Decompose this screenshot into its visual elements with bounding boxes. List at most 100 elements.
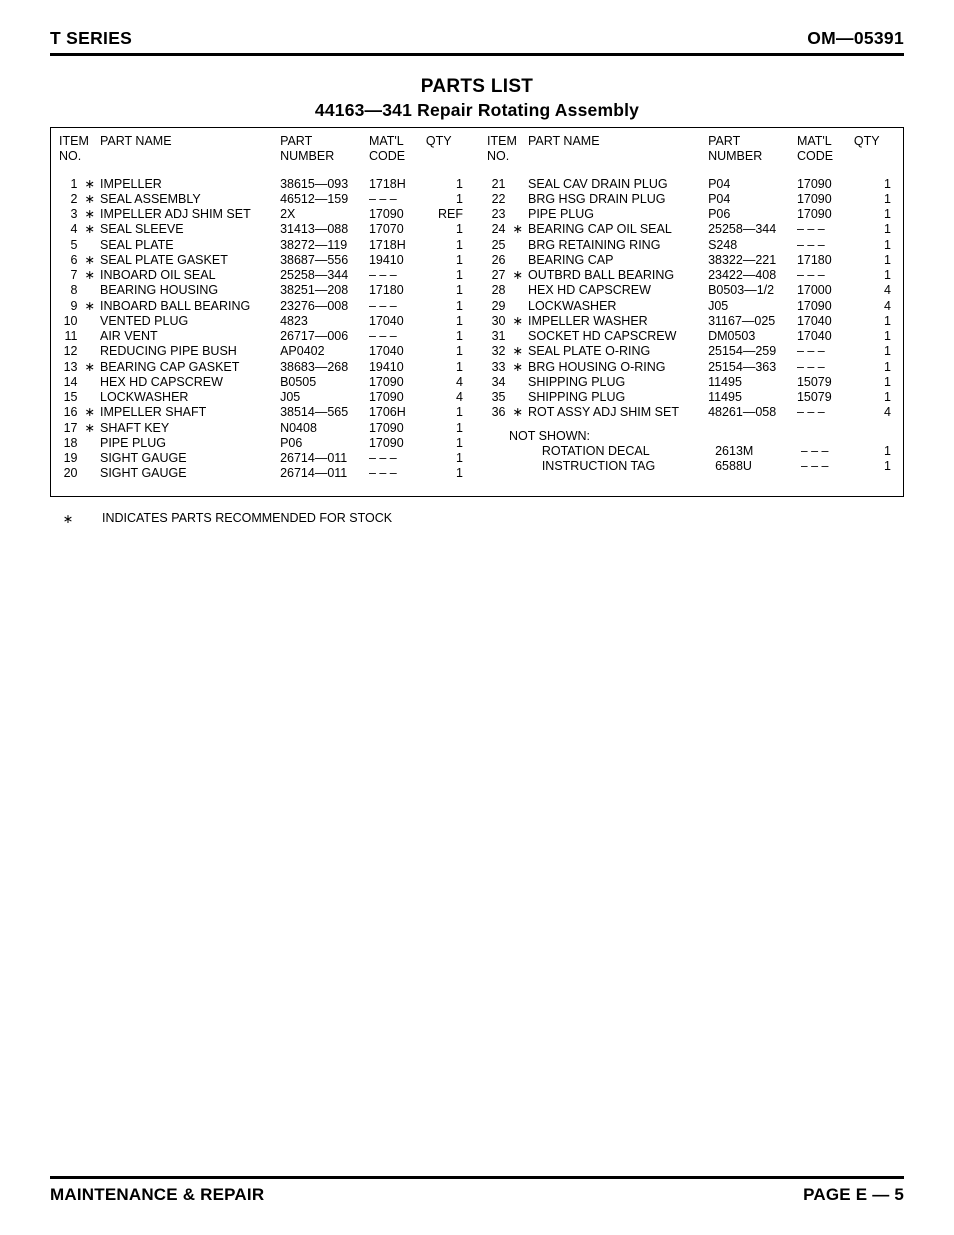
cell-star-icon xyxy=(508,238,529,253)
cell-qty: 1 xyxy=(854,329,895,344)
parts-column-right: ITEM NO. PART NAME PART NUMBER MAT'L COD… xyxy=(477,134,895,482)
cell-item: 12 xyxy=(59,344,80,359)
cell-matl: – – – xyxy=(369,299,426,314)
cell-matl: – – – xyxy=(797,222,854,237)
table-row: 2∗SEAL ASSEMBLY46512—159– – –1 xyxy=(59,192,467,207)
table-row: 14HEX HD CAPSCREWB0505170904 xyxy=(59,375,467,390)
table-row: 5SEAL PLATE38272—1191718H1 xyxy=(59,238,467,253)
cell-item: 14 xyxy=(59,375,80,390)
cell-item: 23 xyxy=(487,207,508,222)
cell-name: INBOARD BALL BEARING xyxy=(100,299,280,314)
cell-qty: 1 xyxy=(854,375,895,390)
table-row: 32∗SEAL PLATE O-RING25154—259– – –1 xyxy=(487,344,895,359)
cell-qty: 1 xyxy=(426,466,467,481)
cell-name: ROT ASSY ADJ SHIM SET xyxy=(528,405,708,420)
cell-name: PIPE PLUG xyxy=(528,207,708,222)
th-name: PART NAME xyxy=(528,134,708,177)
table-row: 17∗SHAFT KEYN0408170901 xyxy=(59,421,467,436)
cell-qty: 1 xyxy=(426,314,467,329)
cell-qty: 1 xyxy=(855,444,895,459)
th-part: PART NUMBER xyxy=(280,134,369,177)
cell-star-icon: ∗ xyxy=(508,268,529,283)
cell-qty: 1 xyxy=(854,268,895,283)
footnote: ∗ INDICATES PARTS RECOMMENDED FOR STOCK xyxy=(50,511,904,526)
cell-star-icon xyxy=(80,329,101,344)
cell-qty: 1 xyxy=(426,451,467,466)
table-row: 20SIGHT GAUGE26714—011– – –1 xyxy=(59,466,467,481)
th-matl: MAT'L CODE xyxy=(369,134,426,177)
table-row: 11AIR VENT26717—006– – –1 xyxy=(59,329,467,344)
cell-name: LOCKWASHER xyxy=(528,299,708,314)
cell-name: SHIPPING PLUG xyxy=(528,390,708,405)
cell-item: 6 xyxy=(59,253,80,268)
not-shown-label: NOT SHOWN: xyxy=(509,429,895,444)
cell-matl: 17180 xyxy=(369,283,426,298)
cell-name: INSTRUCTION TAG xyxy=(542,459,715,474)
cell-part: 38615—093 xyxy=(280,177,369,192)
table-row: 25BRG RETAINING RINGS248– – –1 xyxy=(487,238,895,253)
cell-matl: 17090 xyxy=(369,421,426,436)
cell-matl: 17040 xyxy=(797,329,854,344)
cell-matl: 17070 xyxy=(369,222,426,237)
cell-name: SEAL PLATE O-RING xyxy=(528,344,708,359)
cell-star-icon xyxy=(80,344,101,359)
table-row: 27∗OUTBRD BALL BEARING23422—408– – –1 xyxy=(487,268,895,283)
cell-matl: 17180 xyxy=(797,253,854,268)
footer-right: PAGE E — 5 xyxy=(803,1185,904,1205)
footnote-star-icon: ∗ xyxy=(58,511,78,526)
cell-part: AP0402 xyxy=(280,344,369,359)
cell-part: P06 xyxy=(708,207,797,222)
cell-name: BRG RETAINING RING xyxy=(528,238,708,253)
table-row: 4∗SEAL SLEEVE31413—088170701 xyxy=(59,222,467,237)
cell-name: BRG HSG DRAIN PLUG xyxy=(528,192,708,207)
cell-item: 10 xyxy=(59,314,80,329)
cell-part: 25154—363 xyxy=(708,360,797,375)
th-item: ITEM NO. xyxy=(59,134,100,177)
table-row: 18PIPE PLUGP06170901 xyxy=(59,436,467,451)
th-part: PART NUMBER xyxy=(708,134,797,177)
cell-item: 11 xyxy=(59,329,80,344)
cell-name: BEARING HOUSING xyxy=(100,283,280,298)
cell-name: ROTATION DECAL xyxy=(542,444,715,459)
cell-name: IMPELLER WASHER xyxy=(528,314,708,329)
cell-qty: 1 xyxy=(854,253,895,268)
cell-star-icon xyxy=(508,253,529,268)
cell-name: LOCKWASHER xyxy=(100,390,280,405)
parts-table-wrap: ITEM NO. PART NAME PART NUMBER MAT'L COD… xyxy=(50,127,904,497)
cell-matl: – – – xyxy=(369,466,426,481)
cell-item: 9 xyxy=(59,299,80,314)
cell-item: 36 xyxy=(487,405,508,420)
cell-matl: 15079 xyxy=(797,375,854,390)
cell-item: 35 xyxy=(487,390,508,405)
cell-name: PIPE PLUG xyxy=(100,436,280,451)
cell-part: 38514—565 xyxy=(280,405,369,420)
cell-part: 23276—008 xyxy=(280,299,369,314)
cell-matl: 15079 xyxy=(797,390,854,405)
table-row: 34SHIPPING PLUG11495150791 xyxy=(487,375,895,390)
cell-item: 28 xyxy=(487,283,508,298)
cell-qty: 1 xyxy=(426,405,467,420)
cell-name: OUTBRD BALL BEARING xyxy=(528,268,708,283)
cell-matl: 1706H xyxy=(369,405,426,420)
cell-name: AIR VENT xyxy=(100,329,280,344)
cell-matl: 17090 xyxy=(797,207,854,222)
cell-name: IMPELLER xyxy=(100,177,280,192)
cell-matl: 17090 xyxy=(369,375,426,390)
cell-star-icon: ∗ xyxy=(508,360,529,375)
footnote-text: INDICATES PARTS RECOMMENDED FOR STOCK xyxy=(102,511,392,525)
cell-item xyxy=(487,444,526,459)
cell-name: SIGHT GAUGE xyxy=(100,466,280,481)
cell-matl: 17090 xyxy=(369,390,426,405)
table-row: 22BRG HSG DRAIN PLUGP04170901 xyxy=(487,192,895,207)
cell-name: BEARING CAP OIL SEAL xyxy=(528,222,708,237)
cell-item: 13 xyxy=(59,360,80,375)
cell-item: 33 xyxy=(487,360,508,375)
parts-table-right: ITEM NO. PART NAME PART NUMBER MAT'L COD… xyxy=(487,134,895,421)
cell-star-icon: ∗ xyxy=(508,222,529,237)
cell-star-icon xyxy=(508,390,529,405)
cell-matl: 17040 xyxy=(369,314,426,329)
cell-star-icon xyxy=(80,390,101,405)
footer-left: MAINTENANCE & REPAIR xyxy=(50,1185,264,1205)
cell-item: 16 xyxy=(59,405,80,420)
cell-name: REDUCING PIPE BUSH xyxy=(100,344,280,359)
